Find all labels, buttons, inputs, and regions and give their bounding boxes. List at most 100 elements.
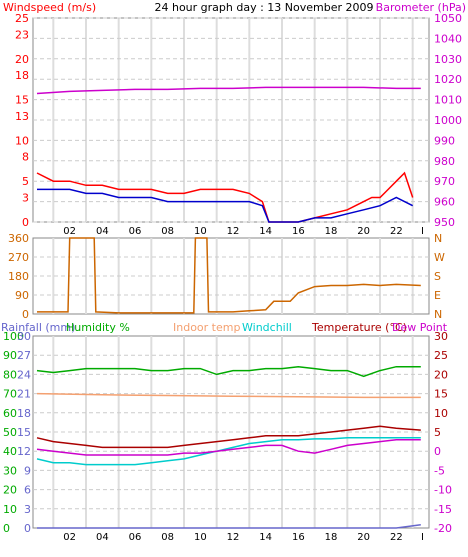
windchill-label: Windchill	[242, 321, 292, 334]
axis-tick-labels: 0358101315182023259509609709809901000101…	[3, 12, 462, 535]
hour-tick-label: 16	[292, 532, 305, 543]
rainfall-tick-label: 12	[17, 445, 31, 458]
hour-tick-label: 10	[194, 226, 207, 237]
hour-tick-label: 14	[259, 532, 272, 543]
windchill-series-line	[36, 437, 421, 466]
hour-tick-label: 12	[227, 226, 240, 237]
temperature-tick-label: 5	[434, 426, 441, 439]
temperature-tick-label: 25	[434, 349, 448, 362]
barometer-tick-label: 1000	[434, 114, 462, 127]
hour-tick-label: 08	[161, 532, 174, 543]
direction-tick-label: 0	[22, 308, 29, 321]
humidity-tick-label: 0	[3, 522, 10, 535]
temperature-series-line	[36, 425, 421, 449]
windspeed-axis-label: Windspeed (m/s)	[3, 1, 96, 14]
humidity-tick-label: 80	[3, 368, 17, 381]
hour-tick-label: 14	[259, 226, 272, 237]
series-lines	[36, 86, 421, 529]
barometer-tick-label: 1010	[434, 94, 462, 107]
windspeed-tick-label: 18	[15, 69, 29, 82]
hour-tick-label: 22	[390, 226, 403, 237]
hour-tick-label: 02	[63, 532, 76, 543]
hour-tick-label: 06	[129, 226, 142, 237]
temperature-tick-label: -15	[434, 503, 452, 516]
direction-tick-label: 360	[8, 232, 29, 245]
humidity-tick-label: 10	[3, 503, 17, 516]
grid-lines	[33, 17, 429, 528]
humidity-axis-label: Humidity %	[66, 321, 130, 334]
wind-direction-series-line	[37, 237, 421, 314]
windspeed-tick-label: 15	[15, 94, 29, 107]
indoor-temp-label: Indoor temp	[173, 321, 240, 334]
rainfall-tick-label: 24	[17, 368, 31, 381]
barometer-tick-label: 1020	[434, 73, 462, 86]
rainfall-series-line	[37, 524, 421, 529]
hour-tick-label: I	[421, 532, 424, 543]
windspeed-tick-label: 8	[22, 151, 29, 164]
compass-tick-label: W	[434, 251, 445, 264]
hour-tick-label: 04	[96, 532, 109, 543]
indoor-temp-series-line	[36, 392, 421, 399]
hour-tick-label: 20	[357, 532, 370, 543]
barometer-tick-label: 950	[434, 216, 455, 229]
barometer-tick-label: 990	[434, 134, 455, 147]
compass-tick-label: N	[434, 308, 442, 321]
humidity-tick-label: 60	[3, 407, 17, 420]
temperature-axis-label: Temperature (°C)	[311, 321, 407, 334]
rainfall-tick-label: 6	[24, 484, 31, 497]
hour-tick-label: I	[421, 226, 424, 237]
windspeed-tick-label: 25	[15, 12, 29, 25]
temperature-tick-label: -5	[434, 464, 445, 477]
hour-tick-label: 12	[227, 532, 240, 543]
barometer-series-line	[36, 86, 421, 95]
hour-tick-labels: 02 02 04 04 06 06 08 08 10 10 12 12 14 14 16 16 18 18 20 20…	[63, 226, 424, 543]
hour-tick-label: 02	[63, 226, 76, 237]
rainfall-axis-label: Rainfall (mm)	[1, 321, 75, 334]
hour-tick-label: 20	[357, 226, 370, 237]
hour-tick-label: 16	[292, 226, 305, 237]
barometer-tick-label: 970	[434, 175, 455, 188]
humidity-tick-label: 50	[3, 426, 17, 439]
barometer-tick-label: 1050	[434, 12, 462, 25]
hour-tick-label: 04	[96, 226, 109, 237]
hour-tick-label: 18	[325, 532, 338, 543]
temperature-tick-label: 30	[434, 330, 448, 343]
windspeed-tick-label: 13	[15, 110, 29, 123]
graph-title: 24 hour graph day : 13 November 2009	[154, 1, 373, 14]
windspeed-series-line	[37, 188, 414, 223]
temperature-tick-label: 10	[434, 407, 448, 420]
direction-tick-label: 270	[8, 251, 29, 264]
rainfall-tick-label: 3	[24, 503, 31, 516]
rainfall-tick-label: 21	[17, 388, 31, 401]
hour-tick-label: 18	[325, 226, 338, 237]
humidity-tick-label: 30	[3, 464, 17, 477]
barometer-axis-label: Barometer (hPa)	[376, 1, 466, 14]
gust-series-line	[36, 171, 414, 223]
barometer-tick-label: 1030	[434, 53, 462, 66]
humidity-series-line	[36, 365, 421, 378]
compass-tick-label: N	[434, 232, 442, 245]
windspeed-tick-label: 20	[15, 53, 29, 66]
temperature-tick-label: -20	[434, 522, 452, 535]
direction-tick-label: 180	[8, 270, 29, 283]
rainfall-tick-label: 27	[17, 349, 31, 362]
humidity-tick-label: 20	[3, 484, 17, 497]
rainfall-tick-label: 9	[24, 464, 31, 477]
rainfall-tick-label: 15	[17, 426, 31, 439]
direction-tick-label: 90	[15, 289, 29, 302]
temperature-tick-label: 20	[434, 368, 448, 381]
hour-tick-label: 22	[390, 532, 403, 543]
humidity-tick-label: 100	[3, 330, 24, 343]
hour-tick-label: 08	[161, 226, 174, 237]
windspeed-tick-label: 3	[22, 192, 29, 205]
temperature-tick-label: 15	[434, 388, 448, 401]
rainfall-tick-label: 0	[24, 522, 31, 535]
hour-tick-label: 06	[129, 532, 142, 543]
rainfall-tick-label: 18	[17, 407, 31, 420]
windspeed-tick-label: 10	[15, 134, 29, 147]
dewpoint-series-line	[36, 438, 421, 456]
temperature-tick-label: -10	[434, 484, 452, 497]
windspeed-tick-label: 0	[22, 216, 29, 229]
windspeed-tick-label: 23	[15, 28, 29, 41]
